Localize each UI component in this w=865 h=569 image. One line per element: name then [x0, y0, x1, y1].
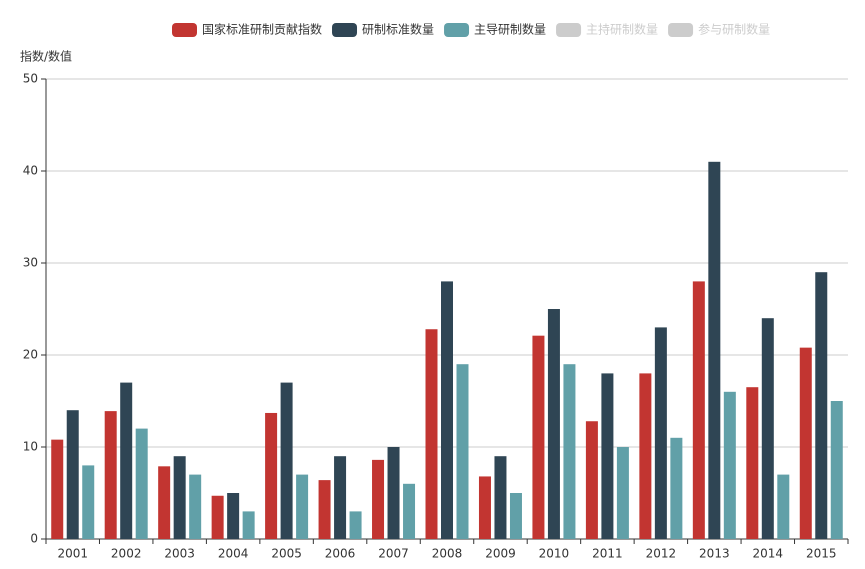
y-tick-label: 30: [23, 256, 38, 270]
bar: [227, 493, 240, 539]
x-tick-label: 2003: [164, 547, 195, 561]
y-tick-label: 0: [30, 532, 38, 546]
bar: [639, 373, 652, 539]
bar: [318, 480, 331, 539]
y-tick-label: 20: [23, 348, 38, 362]
bar: [372, 459, 385, 539]
bar: [441, 281, 453, 539]
bar: [585, 421, 598, 539]
bar: [296, 474, 309, 539]
bar: [82, 465, 95, 539]
bar: [104, 411, 117, 539]
bar: [425, 329, 438, 539]
x-tick-label: 2004: [218, 547, 249, 561]
bar: [158, 466, 171, 539]
x-tick-label: 2007: [378, 547, 409, 561]
bar: [815, 272, 828, 539]
legend-label[interactable]: 主持研制数量: [586, 22, 658, 37]
legend-label[interactable]: 参与研制数量: [698, 22, 770, 37]
x-tick-label: 2011: [592, 547, 623, 561]
bar: [349, 511, 362, 539]
legend-swatch[interactable]: [556, 23, 582, 37]
bar: [708, 161, 721, 540]
bar: [242, 511, 255, 539]
bar: [654, 327, 667, 539]
bar: [830, 401, 843, 539]
bar: [403, 483, 416, 539]
x-tick-label: 2002: [111, 547, 142, 561]
y-tick-label: 50: [23, 72, 38, 86]
bar: [387, 447, 400, 539]
x-tick-label: 2008: [432, 547, 463, 561]
legend-swatch[interactable]: [444, 23, 470, 37]
x-tick-label: 2012: [646, 547, 677, 561]
bar: [509, 493, 522, 539]
bar: [547, 309, 560, 539]
bar: [120, 382, 133, 539]
x-tick-label: 2014: [753, 547, 784, 561]
bar: [616, 447, 629, 539]
x-tick-label: 2006: [325, 547, 356, 561]
bar: [670, 437, 683, 539]
bar: [723, 391, 736, 539]
x-tick-label: 2001: [57, 547, 88, 561]
bar: [532, 335, 545, 539]
bar: [51, 439, 64, 539]
bar: [777, 474, 790, 539]
bar: [211, 495, 224, 539]
x-tick-label: 2009: [485, 547, 516, 561]
y-tick-label: 10: [23, 440, 38, 454]
legend-label[interactable]: 国家标准研制贡献指数: [202, 22, 322, 37]
legend-swatch[interactable]: [332, 23, 358, 37]
bar: [563, 364, 576, 539]
bar: [478, 476, 491, 539]
legend-label[interactable]: 研制标准数量: [362, 22, 434, 37]
x-tick-label: 2015: [806, 547, 837, 561]
bar: [601, 373, 614, 539]
y-tick-label: 40: [23, 164, 38, 178]
bar: [746, 387, 759, 539]
legend-swatch[interactable]: [668, 23, 694, 37]
bar: [692, 281, 705, 539]
legend-label[interactable]: 主导研制数量: [474, 22, 546, 37]
bar: [494, 456, 507, 539]
legend-swatch[interactable]: [172, 23, 197, 37]
bar: [173, 456, 186, 539]
bar: [334, 456, 347, 539]
y-axis-label: 指数/数值: [20, 49, 72, 64]
bar: [189, 474, 202, 539]
x-tick-label: 2013: [699, 547, 730, 561]
bar: [135, 428, 148, 539]
bar: [761, 318, 774, 539]
bar: [456, 364, 469, 539]
bar: [799, 347, 812, 539]
bar: [280, 382, 293, 539]
bar: [66, 410, 79, 539]
x-tick-label: 2010: [539, 547, 570, 561]
x-tick-label: 2005: [271, 547, 302, 561]
bar: [265, 412, 278, 539]
